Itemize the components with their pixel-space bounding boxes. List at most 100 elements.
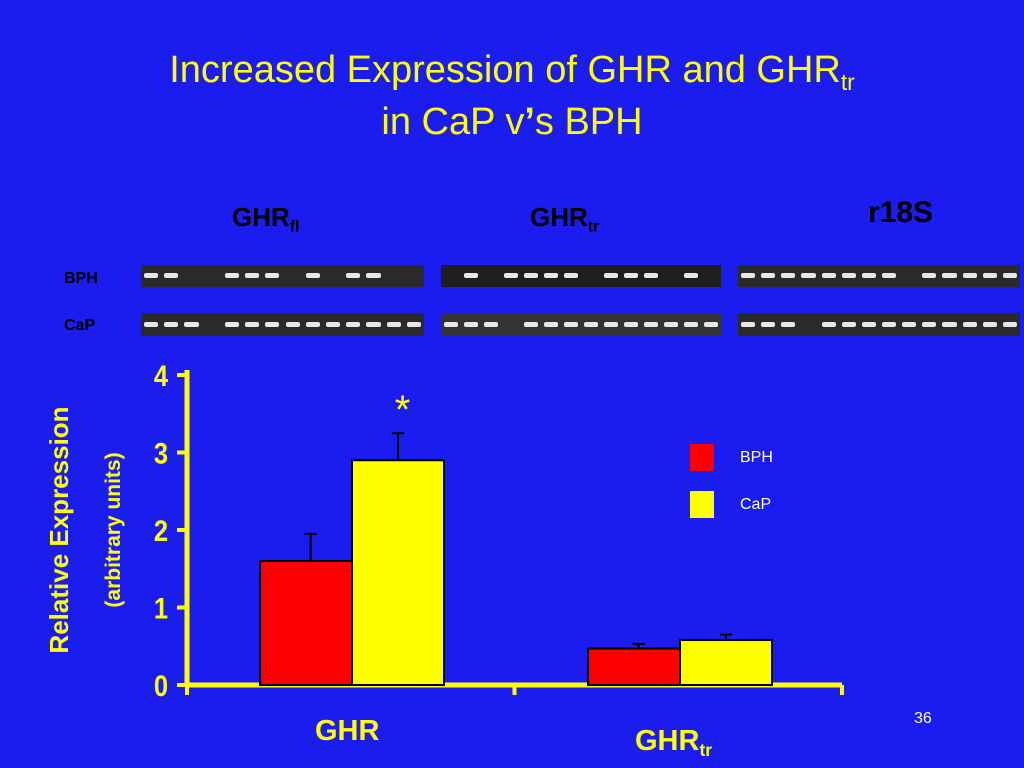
gel-image-r18s-bph: [738, 265, 1020, 287]
gel-band: [346, 322, 361, 327]
category-label-ghr-tr-sub: tr: [699, 740, 713, 761]
legend-label-bph: BPH: [740, 449, 773, 466]
bar-chart: Relative Expression (arbitrary units) 0 1…: [44, 359, 844, 702]
gel-label-ghr-fl: GHRfl: [232, 202, 300, 236]
y-axis-title: Relative Expression: [44, 406, 74, 653]
gel-band: [285, 322, 300, 327]
gel-band: [841, 273, 856, 278]
gel-label-ghr-tr: GHRtr: [530, 202, 600, 236]
gel-band: [781, 273, 796, 278]
category-label-ghr: GHR: [315, 715, 380, 747]
gel-band: [1002, 273, 1017, 278]
gel-band: [801, 273, 816, 278]
gel-band: [861, 273, 876, 278]
row-label-bph: BPH: [64, 270, 98, 287]
slide-number: 36: [914, 710, 932, 727]
gel-image-r18s-cap: [738, 313, 1020, 336]
gel-band: [982, 322, 997, 327]
bar-cap: [351, 459, 445, 686]
gel-band: [346, 273, 361, 278]
category-label-ghr-tr-main: GHR: [635, 725, 700, 757]
gel-band: [882, 273, 897, 278]
significance-asterisk: *: [395, 388, 411, 432]
gel-band: [325, 322, 341, 327]
gel-band: [406, 322, 421, 327]
gel-band: [841, 322, 856, 327]
gel-label-ghr-fl-main: GHR: [232, 202, 290, 232]
gel-band: [564, 273, 578, 278]
gel-band: [684, 273, 698, 278]
gel-band: [464, 273, 478, 278]
gel-band: [265, 322, 280, 327]
gel-band: [902, 322, 917, 327]
gel-band: [386, 322, 401, 327]
gel-band: [1002, 322, 1017, 327]
gel-band: [305, 322, 320, 327]
gel-band: [305, 273, 320, 278]
gel-band: [224, 273, 240, 278]
title-apostrophe: ’: [524, 101, 535, 143]
category-label-ghr-tr: GHRtr: [635, 725, 713, 761]
gel-band: [366, 322, 381, 327]
gel-band: [741, 322, 756, 327]
gel-band: [882, 322, 897, 327]
gel-band: [942, 273, 957, 278]
gel-band: [564, 322, 578, 327]
gel-image-ghr-fl-bph: [141, 265, 424, 287]
gel-band: [164, 273, 179, 278]
gel-band: [922, 273, 937, 278]
gel-band: [821, 322, 836, 327]
gel-band: [644, 322, 658, 327]
gel-band: [704, 322, 718, 327]
bar-bph: [587, 647, 681, 687]
gel-band: [265, 273, 280, 278]
legend-swatch-cap: [690, 491, 714, 518]
legend-label-cap: CaP: [740, 496, 772, 513]
gel-band: [366, 273, 381, 278]
gel-band: [861, 322, 876, 327]
gel-label-ghr-fl-sub: fl: [289, 218, 300, 236]
gel-band: [962, 322, 977, 327]
gel-band: [464, 322, 478, 327]
legend-swatch-bph: [690, 444, 714, 471]
gel-image-ghr-tr-cap: [441, 313, 721, 336]
gel-band: [164, 322, 179, 327]
gel-band: [962, 273, 977, 278]
gel-band: [184, 322, 199, 327]
title-line2-a: in CaP v: [381, 101, 525, 143]
gel-band: [245, 322, 260, 327]
gel-label-ghr-tr-main: GHR: [530, 202, 588, 232]
y-tick-label: 2: [154, 514, 168, 547]
gel-band: [144, 273, 159, 278]
gel-band: [245, 273, 260, 278]
y-tick-label: 1: [154, 592, 168, 625]
gel-band: [922, 322, 937, 327]
gel-band: [982, 273, 997, 278]
gel-band: [604, 322, 618, 327]
gel-band: [624, 322, 638, 327]
title-subscript: tr: [840, 68, 855, 95]
gel-band: [524, 273, 538, 278]
gel-band: [484, 322, 498, 327]
gel-band: [544, 322, 558, 327]
slide-title-line2: in CaP v’s BPH: [0, 100, 1024, 144]
slide-title-line1: Increased Expression of GHR and GHRtr: [0, 48, 1024, 95]
gel-band: [684, 322, 698, 327]
gel-label-r18s: r18S: [868, 196, 933, 230]
gel-image-ghr-tr-bph: [441, 265, 721, 287]
title-line2-c: s BPH: [534, 101, 643, 143]
gel-band: [504, 273, 518, 278]
gel-band: [644, 273, 658, 278]
y-tick-label: 4: [154, 359, 169, 392]
gel-band: [664, 322, 678, 327]
title-text: Increased Expression of GHR and GHR: [169, 49, 841, 91]
gel-band: [741, 273, 756, 278]
row-label-cap: CaP: [64, 317, 96, 334]
gel-band: [604, 273, 618, 278]
gel-band: [942, 322, 957, 327]
gel-label-ghr-tr-sub: tr: [587, 218, 600, 236]
gel-image-ghr-fl-cap: [141, 313, 424, 336]
gel-band: [761, 322, 776, 327]
chart-bars: *: [259, 388, 773, 687]
gel-band: [144, 322, 159, 327]
